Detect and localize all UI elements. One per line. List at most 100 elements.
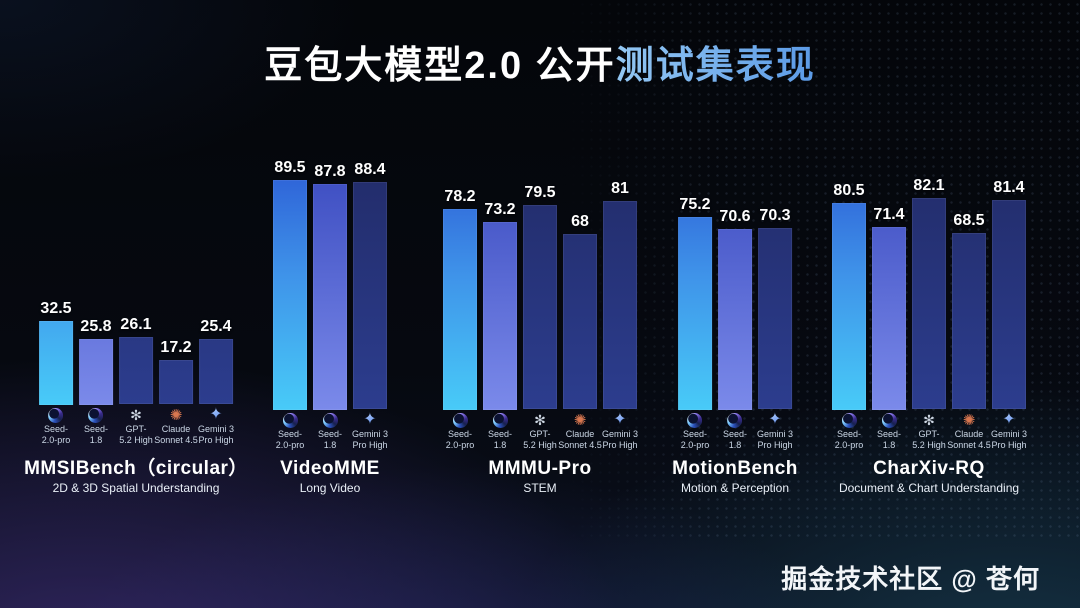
bar-value: 79.5 bbox=[524, 184, 556, 201]
benchmark-group: 89.5 Seed- 2.0-pro 87.8 Seed- 1.8 88.4 ✦ Gemini … bbox=[273, 159, 389, 495]
bar-value: 68 bbox=[571, 213, 589, 230]
bar-column: 89.5 Seed- 2.0-pro bbox=[273, 159, 307, 452]
bar-value: 88.4 bbox=[354, 161, 386, 178]
bar-seed-2-0-pro bbox=[38, 321, 73, 405]
gemini-icon: ✦ bbox=[768, 411, 782, 428]
bar-value: 71.4 bbox=[873, 206, 905, 223]
bar-gemini-3-pro-high bbox=[992, 200, 1026, 409]
seed-icon bbox=[88, 408, 104, 423]
bar-claude-sonnet-4-5 bbox=[563, 234, 597, 409]
openai-icon: ✻ bbox=[534, 412, 546, 428]
bar-value: 32.5 bbox=[40, 300, 72, 317]
bar-column: 88.4 ✦ Gemini 3 Pro High bbox=[352, 161, 389, 452]
group-title: CharXiv-RQ bbox=[873, 458, 985, 479]
bar-column: 81.4 ✦ Gemini 3 Pro High bbox=[991, 179, 1028, 452]
bar-value: 82.1 bbox=[913, 177, 945, 194]
bar-seed-1-8 bbox=[872, 227, 906, 410]
model-label: Seed- 1.8 bbox=[876, 429, 902, 451]
model-label: Seed- 2.0-pro bbox=[834, 429, 864, 451]
model-label: Gemini 3 Pro High bbox=[352, 429, 389, 451]
bar-seed-1-8 bbox=[483, 222, 517, 410]
model-label: GPT- 5.2 High bbox=[523, 429, 557, 451]
model-label: Claude Sonnet 4.5 bbox=[947, 429, 991, 451]
bar-column: 25.4 ✦ Gemini 3 Pro High bbox=[197, 318, 235, 447]
gemini-icon: ✦ bbox=[1002, 411, 1016, 428]
openai-icon: ✻ bbox=[923, 412, 935, 428]
bar-column: 26.1 ✻ GPT- 5.2 High bbox=[118, 316, 153, 447]
bar-column: 81 ✦ Gemini 3 Pro High bbox=[602, 180, 639, 452]
bar-column: 79.5 ✻ GPT- 5.2 High bbox=[523, 184, 557, 452]
bar-claude-sonnet-4-5 bbox=[158, 360, 193, 404]
seed-icon bbox=[727, 413, 743, 428]
bar-value: 81 bbox=[611, 180, 629, 197]
seed-icon bbox=[322, 413, 338, 428]
benchmark-group: 75.2 Seed- 2.0-pro 70.6 Seed- 1.8 70.3 ✦ Gemini … bbox=[672, 196, 798, 495]
gemini-icon: ✦ bbox=[613, 411, 627, 428]
bar-gemini-3-pro-high bbox=[353, 182, 387, 409]
seed-icon bbox=[841, 413, 857, 428]
model-label: Claude Sonnet 4.5 bbox=[154, 424, 198, 446]
claude-icon: ✺ bbox=[573, 411, 587, 429]
group-title: MMMU-Pro bbox=[488, 458, 592, 479]
bar-row: 32.5 Seed- 2.0-pro 25.8 Seed- 1.8 26.1 ✻ GPT- 5.2… bbox=[38, 300, 235, 447]
bar-value: 75.2 bbox=[679, 196, 711, 213]
model-label: GPT- 5.2 High bbox=[119, 424, 153, 446]
bar-value: 73.2 bbox=[484, 201, 516, 218]
model-label: Gemini 3 Pro High bbox=[756, 429, 794, 451]
bar-row: 75.2 Seed- 2.0-pro 70.6 Seed- 1.8 70.3 ✦ Gemini … bbox=[677, 196, 794, 452]
bar-gpt-5-2-high bbox=[912, 198, 946, 409]
model-label: Gemini 3 Pro High bbox=[602, 429, 639, 451]
group-title: MMSIBench（circular） bbox=[24, 458, 248, 479]
seed-icon bbox=[687, 413, 703, 428]
bar-gemini-3-pro-high bbox=[603, 201, 637, 409]
claude-icon: ✺ bbox=[169, 406, 183, 424]
gemini-icon: ✦ bbox=[363, 411, 377, 428]
seed-icon bbox=[492, 413, 508, 428]
seed-icon bbox=[282, 413, 298, 428]
bar-value: 70.3 bbox=[759, 207, 791, 224]
model-label: Gemini 3 Pro High bbox=[197, 424, 235, 446]
bar-column: 82.1 ✻ GPT- 5.2 High bbox=[912, 177, 946, 452]
bar-value: 78.2 bbox=[444, 188, 476, 205]
bar-value: 87.8 bbox=[314, 163, 346, 180]
bar-gemini-3-pro-high bbox=[757, 228, 792, 409]
model-label: Seed- 1.8 bbox=[83, 424, 109, 446]
model-label: Seed- 2.0-pro bbox=[41, 424, 71, 446]
group-subtitle: Document & Chart Understanding bbox=[838, 481, 1020, 495]
model-label: Seed- 2.0-pro bbox=[445, 429, 475, 451]
gemini-icon: ✦ bbox=[209, 406, 223, 423]
benchmark-group: 78.2 Seed- 2.0-pro 73.2 Seed- 1.8 79.5 ✻ GPT- 5.2… bbox=[443, 180, 639, 495]
bar-row: 80.5 Seed- 2.0-pro 71.4 Seed- 1.8 82.1 ✻ GPT- 5.2… bbox=[832, 177, 1028, 452]
bar-row: 78.2 Seed- 2.0-pro 73.2 Seed- 1.8 79.5 ✻ GPT- 5.2… bbox=[443, 180, 639, 452]
bar-value: 17.2 bbox=[160, 339, 192, 356]
title-accent: 测试集表现 bbox=[615, 45, 816, 87]
bar-value: 81.4 bbox=[993, 179, 1025, 196]
group-subtitle: Motion & Perception bbox=[680, 481, 790, 495]
bar-seed-1-8 bbox=[313, 184, 347, 410]
group-subtitle: Long Video bbox=[299, 481, 361, 495]
bar-gpt-5-2-high bbox=[523, 205, 557, 409]
bar-column: 87.8 Seed- 1.8 bbox=[313, 163, 347, 452]
bar-gemini-3-pro-high bbox=[198, 339, 233, 404]
seed-icon bbox=[48, 408, 64, 423]
bar-value: 25.8 bbox=[80, 318, 112, 335]
bar-column: 71.4 Seed- 1.8 bbox=[872, 206, 906, 452]
bar-column: 68 ✺ Claude Sonnet 4.5 bbox=[558, 213, 602, 452]
group-subtitle: STEM bbox=[523, 481, 557, 495]
bar-column: 70.6 Seed- 1.8 bbox=[717, 208, 752, 452]
page-title: 豆包大模型2.0 公开测试集表现 bbox=[0, 34, 1080, 89]
model-label: Claude Sonnet 4.5 bbox=[558, 429, 602, 451]
seed-icon bbox=[881, 413, 897, 428]
benchmark-group: 32.5 Seed- 2.0-pro 25.8 Seed- 1.8 26.1 ✻ GPT- 5.2… bbox=[24, 300, 248, 495]
bar-column: 75.2 Seed- 2.0-pro bbox=[677, 196, 712, 452]
bar-value: 26.1 bbox=[120, 316, 152, 333]
openai-icon: ✻ bbox=[130, 407, 142, 423]
watermark: 掘金技术社区 @ 苍何 bbox=[781, 564, 1040, 594]
model-label: GPT- 5.2 High bbox=[912, 429, 946, 451]
model-label: Seed- 1.8 bbox=[722, 429, 748, 451]
model-label: Gemini 3 Pro High bbox=[991, 429, 1028, 451]
title-main: 豆包大模型2.0 公开 bbox=[264, 45, 616, 87]
bar-seed-2-0-pro bbox=[443, 209, 477, 410]
benchmark-group: 80.5 Seed- 2.0-pro 71.4 Seed- 1.8 82.1 ✻ GPT- 5.2… bbox=[832, 177, 1028, 495]
